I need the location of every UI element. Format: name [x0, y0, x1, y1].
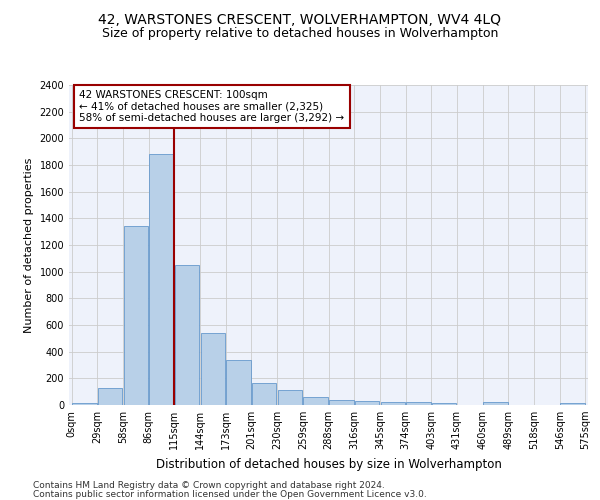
Bar	[124, 226, 148, 405]
Bar	[432, 403, 457, 405]
Bar	[329, 400, 353, 405]
X-axis label: Distribution of detached houses by size in Wolverhampton: Distribution of detached houses by size …	[155, 458, 502, 470]
Y-axis label: Number of detached properties: Number of detached properties	[24, 158, 34, 332]
Bar	[175, 265, 199, 405]
Bar	[560, 403, 585, 405]
Bar	[484, 402, 508, 405]
Text: Size of property relative to detached houses in Wolverhampton: Size of property relative to detached ho…	[102, 28, 498, 40]
Text: 42 WARSTONES CRESCENT: 100sqm
← 41% of detached houses are smaller (2,325)
58% o: 42 WARSTONES CRESCENT: 100sqm ← 41% of d…	[79, 90, 344, 123]
Text: 42, WARSTONES CRESCENT, WOLVERHAMPTON, WV4 4LQ: 42, WARSTONES CRESCENT, WOLVERHAMPTON, W…	[98, 12, 502, 26]
Bar	[278, 390, 302, 405]
Bar	[149, 154, 173, 405]
Bar	[380, 402, 405, 405]
Bar	[304, 397, 328, 405]
Bar	[98, 388, 122, 405]
Bar	[200, 333, 225, 405]
Text: Contains public sector information licensed under the Open Government Licence v3: Contains public sector information licen…	[33, 490, 427, 499]
Bar	[355, 401, 379, 405]
Bar	[72, 403, 97, 405]
Bar	[252, 383, 277, 405]
Bar	[406, 402, 431, 405]
Text: Contains HM Land Registry data © Crown copyright and database right 2024.: Contains HM Land Registry data © Crown c…	[33, 481, 385, 490]
Bar	[226, 360, 251, 405]
